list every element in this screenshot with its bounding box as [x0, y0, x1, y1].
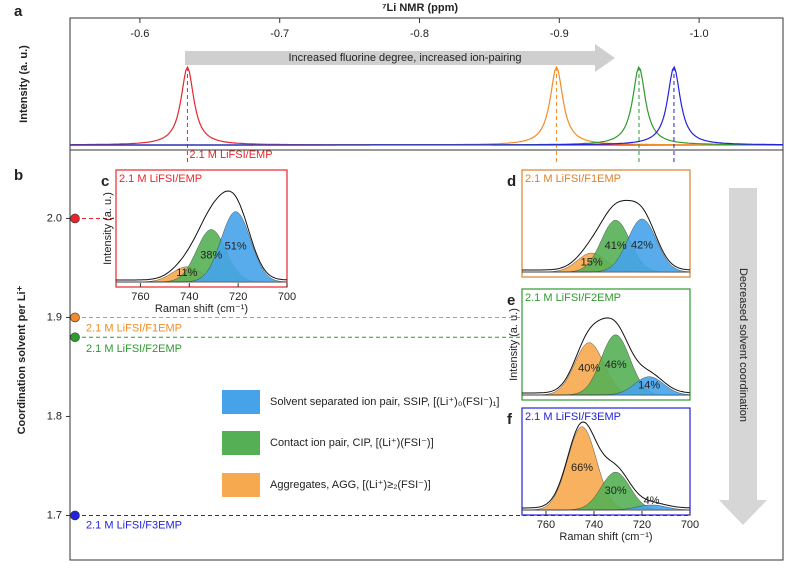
- legend-label: Contact ion pair, CIP, [(Li⁺)(FSI⁻)]: [270, 437, 434, 449]
- percent-label: 38%: [200, 250, 222, 262]
- y-tick-label: 1.8: [47, 410, 62, 422]
- percent-label: 51%: [225, 241, 247, 253]
- panel-label: b: [14, 167, 23, 184]
- percent-label: 14%: [638, 380, 660, 392]
- envelope: [116, 190, 287, 281]
- percent-label: 4%: [644, 495, 660, 507]
- x-tick-label: 720: [633, 519, 651, 531]
- inset-title: 2.1 M LiFSI/EMP: [119, 173, 202, 185]
- x-tick-label: -0.8: [410, 28, 429, 40]
- nmr-peak: [70, 65, 783, 146]
- x-tick-label: 700: [681, 519, 699, 531]
- annotation: Increased fluorine degree, increased ion…: [289, 52, 522, 64]
- component-peak: [522, 376, 691, 396]
- envelope: [522, 421, 691, 509]
- x-tick-label: 740: [585, 519, 603, 531]
- inset-title: 2.1 M LiFSI/F2EMP: [525, 292, 621, 304]
- percent-label: 66%: [571, 462, 593, 474]
- y-axis-title: Intensity (a. u.): [508, 308, 520, 381]
- panel-label: c: [101, 173, 109, 190]
- peak-label: 2.1 M LiFSI/EMP: [189, 149, 272, 161]
- component-peak: [116, 211, 288, 283]
- percent-label: 11%: [176, 267, 197, 279]
- point-label: 2.1 M LiFSI/F2EMP: [86, 343, 182, 355]
- legend-swatch: [222, 431, 260, 455]
- panel-label: d: [507, 173, 516, 190]
- point: [70, 312, 80, 323]
- x-axis-title: Raman shift (cm⁻¹): [559, 531, 652, 543]
- point: [70, 213, 80, 224]
- x-axis-title: Raman shift (cm⁻¹): [155, 303, 248, 315]
- percent-label: 15%: [581, 256, 603, 268]
- inset-title: 2.1 M LiFSI/F3EMP: [525, 411, 621, 423]
- panel-label: f: [507, 411, 513, 428]
- nmr-peak: [70, 65, 783, 146]
- y-axis-title: Coordination solvent per Li⁺: [16, 285, 28, 434]
- x-tick-label: 700: [278, 291, 296, 303]
- point-label: 2.1 M LiFSI/F1EMP: [86, 322, 182, 334]
- x-tick-label: -1.0: [690, 28, 709, 40]
- trend-arrow: [185, 44, 615, 72]
- y-tick-label: 2.0: [47, 212, 62, 224]
- panel-b-frame: [69, 149, 784, 561]
- legend-swatch: [222, 390, 260, 414]
- percent-label: 40%: [578, 363, 600, 375]
- coordination-arrow: [719, 188, 767, 525]
- percent-label: 41%: [605, 240, 627, 252]
- point: [70, 332, 80, 343]
- y-tick-label: 1.7: [47, 509, 62, 521]
- point: [70, 510, 80, 521]
- percent-label: 30%: [605, 485, 627, 497]
- point-label: 2.1 M LiFSI/F3EMP: [86, 519, 182, 531]
- legend-swatch: [222, 473, 260, 497]
- x-tick-label: -0.9: [550, 28, 569, 40]
- panel-label: a: [14, 3, 23, 20]
- inset-title: 2.1 M LiFSI/F1EMP: [525, 173, 621, 185]
- panel-label: e: [507, 292, 515, 309]
- component-peak: [522, 504, 691, 511]
- x-tick-label: 760: [131, 291, 149, 303]
- envelope: [522, 317, 691, 394]
- y-axis-title: Intensity (a. u.): [102, 192, 114, 265]
- x-tick-label: 760: [537, 519, 555, 531]
- y-axis-title: Intensity (a. u.): [18, 45, 30, 123]
- x-tick-label: 740: [180, 291, 198, 303]
- percent-label: 46%: [605, 359, 627, 371]
- legend-label: Solvent separated ion pair, SSIP, [(Li⁺)…: [270, 396, 499, 408]
- legend-label: Aggregates, AGG, [(Li⁺)≥₂(FSI⁻)]: [270, 479, 431, 491]
- x-tick-label: 720: [229, 291, 247, 303]
- arrow-label: Decreased solvent coordination: [737, 268, 749, 422]
- envelope: [522, 199, 691, 271]
- nmr-peak: [70, 65, 783, 146]
- x-tick-label: -0.6: [130, 28, 149, 40]
- nmr-peak: [70, 65, 783, 146]
- x-tick-label: -0.7: [270, 28, 289, 40]
- component-peak: [522, 218, 691, 273]
- percent-label: 42%: [631, 239, 653, 251]
- x-axis-title: ⁷Li NMR (ppm): [382, 2, 458, 14]
- y-tick-label: 1.9: [47, 311, 62, 323]
